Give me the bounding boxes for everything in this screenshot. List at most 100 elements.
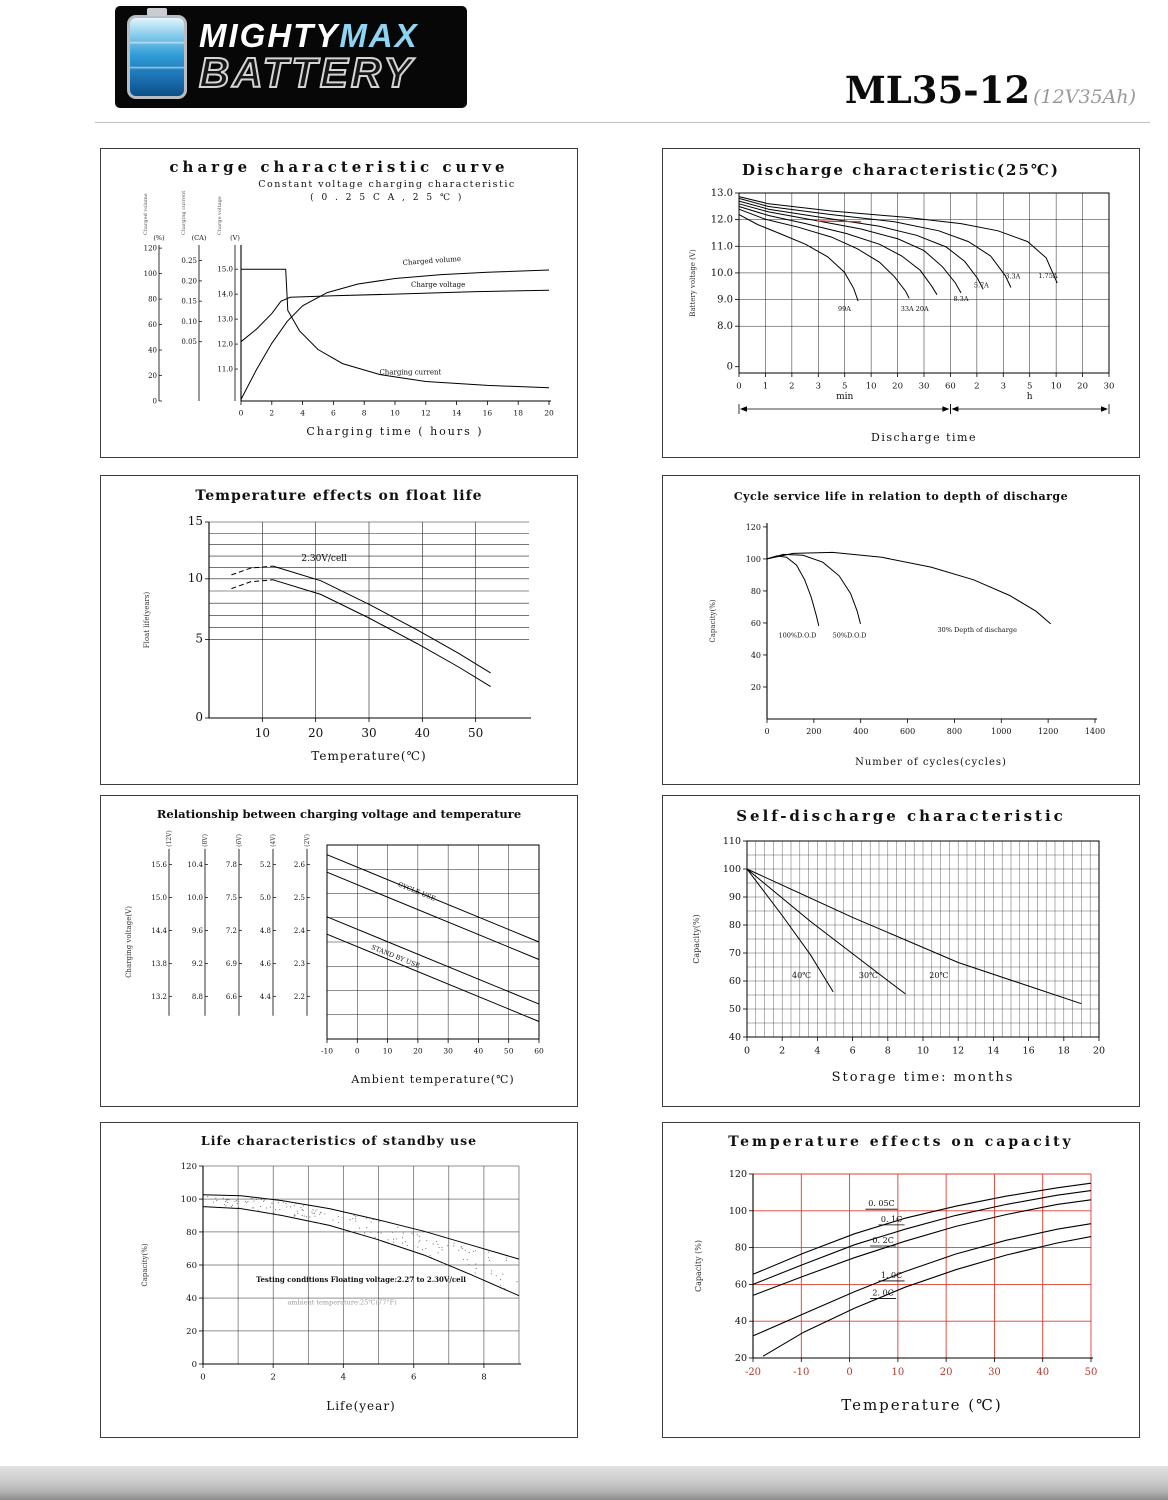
svg-text:4: 4 bbox=[814, 1046, 820, 1057]
svg-text:100: 100 bbox=[729, 1206, 747, 1217]
svg-text:50: 50 bbox=[1085, 1367, 1098, 1378]
panel-charging-voltage-temper: Relationship between charging voltage an… bbox=[100, 795, 578, 1107]
svg-text:15: 15 bbox=[188, 514, 203, 528]
svg-text:8: 8 bbox=[885, 1046, 891, 1057]
svg-text:60: 60 bbox=[751, 619, 761, 628]
svg-text:(8V): (8V) bbox=[202, 834, 209, 847]
svg-text:400: 400 bbox=[853, 727, 868, 736]
svg-text:800: 800 bbox=[947, 727, 962, 736]
svg-text:40: 40 bbox=[1036, 1367, 1049, 1378]
svg-text:-10: -10 bbox=[793, 1367, 809, 1378]
chart-title-life-standby: Life characteristics of standby use bbox=[200, 1133, 478, 1148]
svg-text:2.4: 2.4 bbox=[294, 927, 306, 935]
svg-text:10: 10 bbox=[917, 1046, 929, 1057]
svg-text:Float life(years): Float life(years) bbox=[143, 592, 151, 649]
svg-text:0.15: 0.15 bbox=[181, 298, 197, 306]
svg-text:(6V): (6V) bbox=[236, 834, 243, 847]
svg-text:2. 0C: 2. 0C bbox=[872, 1288, 893, 1297]
svg-text:200: 200 bbox=[806, 727, 821, 736]
svg-text:20: 20 bbox=[1093, 1046, 1105, 1057]
chart-subtitle-1: Constant voltage charging characteristic bbox=[258, 179, 516, 190]
svg-text:80: 80 bbox=[735, 1243, 747, 1254]
chart-title-float-life: Temperature effects on float life bbox=[195, 488, 483, 504]
svg-text:15.6: 15.6 bbox=[151, 861, 167, 869]
svg-text:5: 5 bbox=[842, 382, 847, 392]
svg-text:40: 40 bbox=[735, 1316, 747, 1327]
svg-text:13.0: 13.0 bbox=[711, 188, 733, 199]
svg-text:1. 0C: 1. 0C bbox=[881, 1271, 902, 1280]
svg-text:(4V): (4V) bbox=[270, 834, 277, 847]
svg-text:70: 70 bbox=[729, 948, 741, 959]
svg-text:Charging current: Charging current bbox=[181, 191, 187, 235]
svg-text:3: 3 bbox=[816, 382, 821, 392]
svg-text:1: 1 bbox=[763, 382, 768, 392]
svg-text:4: 4 bbox=[341, 1373, 346, 1383]
svg-text:9.0: 9.0 bbox=[717, 295, 733, 306]
svg-text:2: 2 bbox=[789, 382, 794, 392]
battery-icon bbox=[127, 15, 187, 99]
svg-text:16: 16 bbox=[1023, 1046, 1035, 1057]
discharge-characteristic-chart: 13.0 12.0 11.0 10.0 9.0 8.0 00 1 2 3 5 10 20 30 60 2 3 5 1… bbox=[689, 188, 1114, 444]
svg-text:30% Depth of discharge: 30% Depth of discharge bbox=[938, 626, 1018, 634]
svg-text:8: 8 bbox=[362, 409, 367, 418]
svg-text:7.8: 7.8 bbox=[226, 861, 237, 869]
panel-discharge-characteristic: Discharge characteristic(25℃) 13.0 12.0 11… bbox=[662, 148, 1140, 458]
svg-text:60: 60 bbox=[534, 1047, 544, 1056]
svg-text:8.3A: 8.3A bbox=[953, 295, 968, 303]
svg-text:Charge voltage: Charge voltage bbox=[217, 196, 223, 235]
chart-title-discharge-characteristic: Discharge characteristic(25℃) bbox=[742, 161, 1060, 179]
svg-text:14.0: 14.0 bbox=[217, 291, 233, 299]
svg-text:6: 6 bbox=[850, 1046, 856, 1057]
svg-text:2.6: 2.6 bbox=[294, 861, 306, 869]
svg-text:1000: 1000 bbox=[991, 727, 1011, 736]
svg-text:5: 5 bbox=[195, 632, 203, 646]
svg-text:2.3: 2.3 bbox=[294, 960, 305, 968]
svg-text:2: 2 bbox=[779, 1046, 785, 1057]
svg-text:0. 05C: 0. 05C bbox=[868, 1199, 894, 1208]
svg-text:0: 0 bbox=[355, 1047, 360, 1056]
svg-text:100: 100 bbox=[181, 1195, 197, 1205]
svg-text:13.8: 13.8 bbox=[151, 960, 167, 968]
svg-text:1400: 1400 bbox=[1085, 727, 1105, 736]
svg-text:12: 12 bbox=[952, 1046, 964, 1057]
svg-text:11.0: 11.0 bbox=[217, 366, 233, 374]
svg-text:-10: -10 bbox=[321, 1047, 333, 1056]
svg-text:50: 50 bbox=[729, 1004, 741, 1015]
svg-text:40: 40 bbox=[148, 347, 157, 355]
svg-text:Temperature (℃): Temperature (℃) bbox=[841, 1396, 1003, 1414]
chart-title-charge-characteristic: charge characteristic curve bbox=[169, 158, 509, 176]
svg-text:5: 5 bbox=[1027, 382, 1032, 392]
svg-text:120: 120 bbox=[746, 523, 761, 532]
svg-text:30: 30 bbox=[361, 726, 376, 740]
panel-self-discharge: Self-discharge characteristic 110 100 90 80… bbox=[662, 795, 1140, 1107]
svg-text:33A 20A: 33A 20A bbox=[901, 305, 929, 313]
brand-max: MAX bbox=[339, 17, 419, 55]
svg-text:50%D.O.D: 50%D.O.D bbox=[833, 632, 867, 640]
svg-text:30: 30 bbox=[988, 1367, 1001, 1378]
svg-text:0: 0 bbox=[744, 1046, 750, 1057]
chart-subtitle-2: ( 0 . 2 5 C A , 2 5 ℃ ) bbox=[310, 193, 464, 203]
self-discharge-chart: 110 100 90 80 70 60 50 400 2 4 6 8 10 12 14 16 18 20 40℃ 30… bbox=[692, 836, 1105, 1085]
brand-mighty: MIGHTY bbox=[199, 17, 340, 55]
svg-text:0: 0 bbox=[200, 1373, 205, 1383]
svg-text:4: 4 bbox=[300, 409, 305, 418]
svg-text:2.5: 2.5 bbox=[294, 894, 305, 902]
svg-text:Battery voltage (V): Battery voltage (V) bbox=[689, 249, 697, 317]
svg-text:5.0: 5.0 bbox=[260, 894, 271, 902]
svg-text:10: 10 bbox=[188, 571, 203, 585]
svg-text:0. 2C: 0. 2C bbox=[872, 1236, 893, 1245]
svg-text:Testing conditions Floating vo: Testing conditions Floating voltage:2.27… bbox=[256, 1275, 466, 1284]
svg-text:40: 40 bbox=[751, 651, 761, 660]
svg-text:20℃: 20℃ bbox=[929, 971, 948, 980]
svg-text:90: 90 bbox=[729, 892, 741, 903]
svg-text:6: 6 bbox=[331, 409, 336, 418]
svg-text:Number of cycles(cycles): Number of cycles(cycles) bbox=[855, 757, 1007, 768]
svg-text:(%): (%) bbox=[153, 234, 165, 242]
svg-text:20: 20 bbox=[940, 1367, 953, 1378]
svg-text:-20: -20 bbox=[745, 1367, 761, 1378]
panel-life-standby: Life characteristics of standby use 120 1… bbox=[100, 1122, 578, 1438]
svg-text:0: 0 bbox=[239, 409, 244, 418]
brand-text: MIGHTYMAX BATTERY bbox=[198, 17, 419, 95]
svg-text:1200: 1200 bbox=[1038, 727, 1058, 736]
